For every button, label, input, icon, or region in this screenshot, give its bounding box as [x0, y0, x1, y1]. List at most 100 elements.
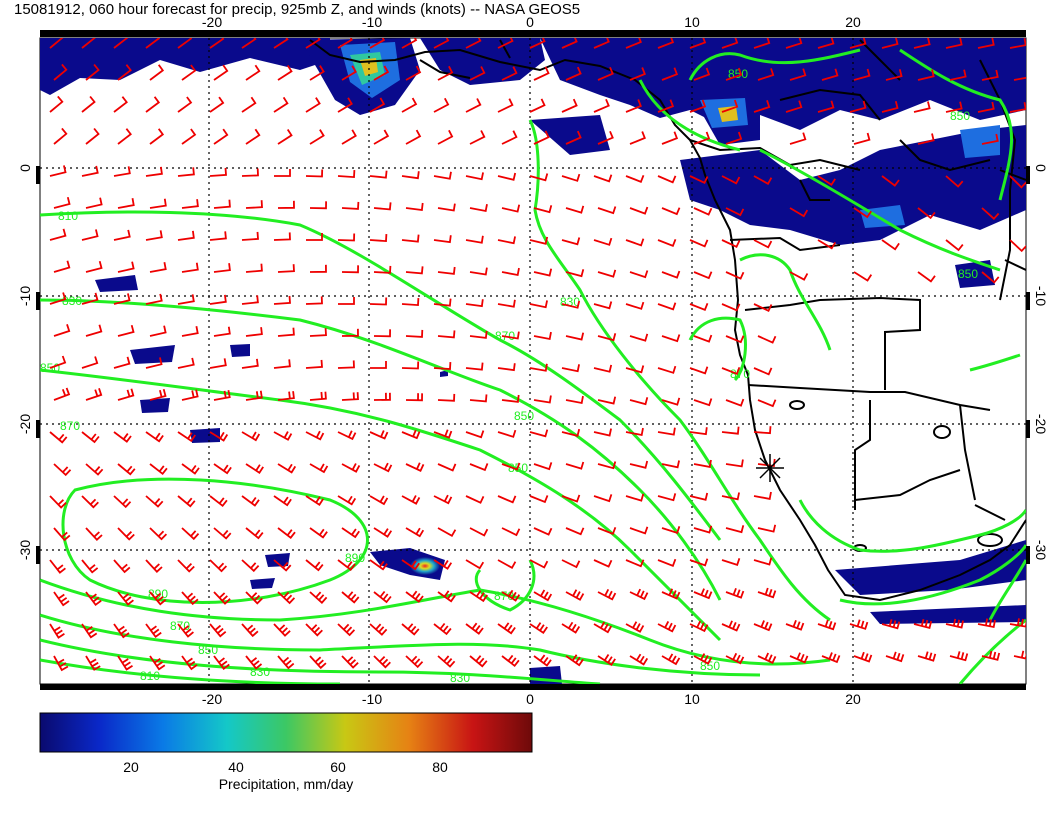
wind-barb: [469, 590, 488, 603]
wind-barb: [597, 396, 617, 405]
wind-barb: [785, 38, 803, 49]
wind-barb: [529, 173, 549, 182]
wind-barb: [245, 591, 263, 605]
wind-barb: [145, 431, 164, 443]
wind-barb: [1013, 76, 1026, 81]
wind-barb: [117, 324, 135, 337]
wind-barb: [405, 655, 424, 669]
wind-barb: [501, 267, 520, 277]
wind-barb: [753, 491, 772, 500]
wind-barb: [533, 331, 552, 341]
colorbar-tick-label: 40: [228, 759, 244, 775]
wind-barb: [85, 527, 103, 541]
wind-barb: [337, 170, 356, 179]
contour-label: 830: [250, 665, 270, 679]
wind-barb: [305, 430, 325, 441]
wind-barb: [497, 429, 517, 438]
wind-barb: [885, 69, 903, 81]
wind-barb: [145, 559, 163, 573]
wind-barb: [241, 295, 259, 305]
wind-barb: [149, 463, 168, 476]
wind-barb: [529, 98, 546, 113]
wind-barb: [501, 130, 518, 145]
wind-barb: [53, 655, 69, 672]
wind-barb: [117, 128, 132, 145]
wind-barb: [145, 357, 163, 369]
wind-barb: [625, 365, 645, 374]
lat-tick-label: 0: [17, 164, 33, 172]
wind-barb: [213, 263, 231, 273]
wind-barb: [149, 388, 167, 401]
wind-barb: [1009, 175, 1026, 189]
wind-barb: [245, 64, 261, 81]
wind-barb: [369, 495, 389, 506]
wind-barb: [565, 205, 585, 214]
wind-barb: [213, 326, 231, 337]
wind-barb: [49, 623, 65, 639]
wind-barb: [305, 559, 324, 572]
wind-barb: [693, 398, 713, 407]
wind-barb: [117, 463, 136, 476]
wind-barb: [533, 130, 550, 145]
wind-barb: [113, 229, 131, 241]
lon-tick-label: -20: [202, 14, 222, 30]
wind-barb: [945, 239, 964, 252]
contour-label: 850: [514, 409, 534, 423]
wind-barb: [465, 362, 484, 371]
wind-barb: [561, 38, 578, 49]
wind-barb: [309, 463, 329, 474]
wind-barb: [629, 526, 649, 535]
wind-barb: [405, 65, 422, 81]
wind-barb: [49, 228, 67, 241]
top-lon-labels: -20 -10 0 10 20: [202, 14, 861, 30]
wind-barb: [593, 494, 613, 503]
location-star-marker: [756, 454, 784, 482]
wind-barb: [181, 527, 200, 541]
wind-barb: [721, 620, 741, 632]
lon-tick-label: -10: [362, 691, 382, 707]
wind-barb: [337, 97, 353, 113]
contour-label: 830: [450, 671, 470, 685]
wind-barb: [369, 430, 389, 440]
wind-barb: [849, 100, 867, 113]
wind-barb: [373, 527, 393, 538]
wind-barb: [273, 431, 293, 441]
wind-barb: [53, 63, 68, 81]
wind-barb: [629, 397, 649, 406]
wind-barb: [657, 558, 677, 567]
lon-tick-label: -20: [202, 691, 222, 707]
wind-barb: [373, 462, 393, 473]
wind-barb: [725, 271, 745, 280]
wind-barb: [337, 38, 353, 49]
wind-barb: [629, 270, 649, 279]
wind-barb: [725, 587, 745, 599]
wind-barb: [81, 95, 96, 113]
wind-barb: [337, 360, 355, 369]
wind-barb: [273, 232, 291, 241]
wind-barb: [274, 169, 291, 177]
wind-barb: [917, 651, 937, 662]
wind-barb: [849, 619, 869, 630]
wind-barb: [561, 559, 581, 569]
wind-barb: [341, 328, 359, 337]
wind-barb: [401, 234, 420, 243]
wind-barb: [661, 67, 679, 81]
wind-barb: [53, 196, 71, 209]
left-lat-labels: 0 -10 -20 -30: [17, 164, 33, 560]
wind-barb: [241, 559, 260, 573]
wind-barb: [657, 38, 675, 49]
wind-barb: [85, 324, 103, 337]
map-bottom-bar: [40, 684, 1026, 690]
lon-tick-label: 10: [684, 14, 700, 30]
contour-label: 870: [494, 589, 514, 603]
wind-barb: [661, 270, 681, 279]
wind-barb: [657, 302, 677, 311]
wind-barb: [501, 204, 521, 213]
wind-barb: [81, 38, 96, 49]
wind-barb: [501, 527, 521, 537]
wind-barb: [337, 495, 357, 506]
wind-barb: [753, 100, 771, 113]
wind-barb: [725, 207, 745, 217]
wind-barb: [277, 391, 295, 401]
wind-barb: [373, 65, 390, 81]
